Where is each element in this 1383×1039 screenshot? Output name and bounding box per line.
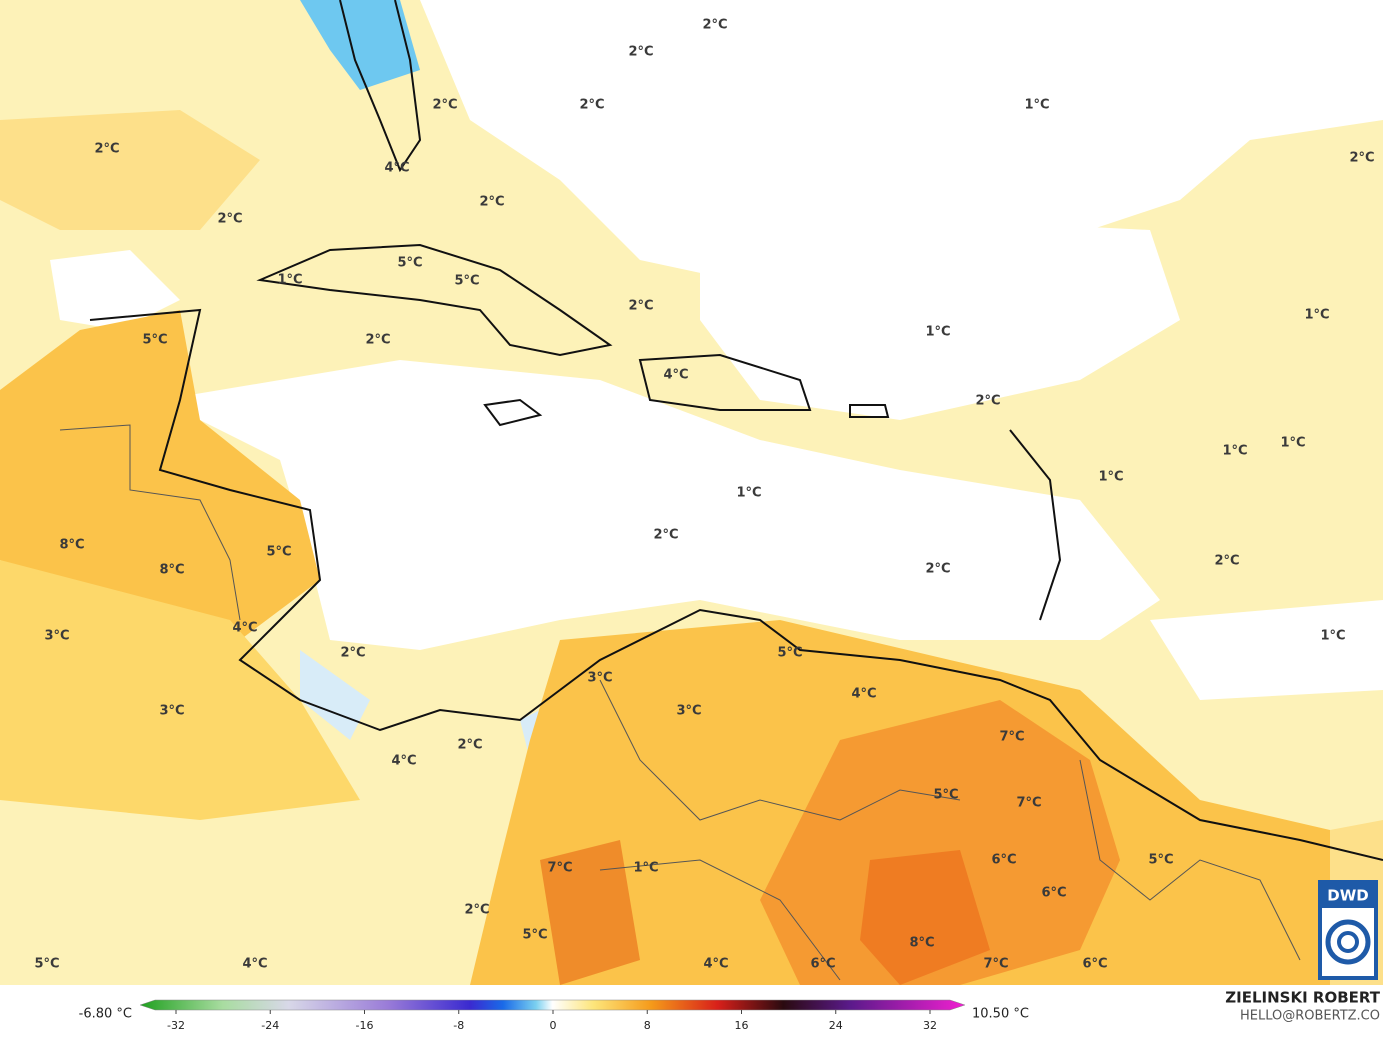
temperature-label: 4°C: [851, 687, 876, 702]
temperature-label: 5°C: [777, 646, 802, 661]
temperature-label: 2°C: [340, 646, 365, 661]
temperature-label: 8°C: [59, 538, 84, 553]
temperature-label: 2°C: [975, 394, 1000, 409]
temperature-label: 5°C: [266, 545, 291, 560]
colorbar: [139, 999, 966, 1011]
temperature-label: 5°C: [142, 333, 167, 348]
temperature-label: 1°C: [736, 486, 761, 501]
map-labels: 2°C 2°C 2°C 2°C 1°C 2°C 4°C 2°C 2°C 2°C 5°C 1°C 5°C 2…: [34, 18, 1374, 972]
temperature-label: 2°C: [217, 212, 242, 227]
temperature-label: 2°C: [94, 142, 119, 157]
contact: HELLO@ROBERTZ.CO: [1240, 1009, 1380, 1024]
temperature-label: 2°C: [653, 528, 678, 543]
temperature-label: 7°C: [999, 730, 1024, 745]
temperature-label: 5°C: [933, 788, 958, 803]
temperature-label: 3°C: [159, 704, 184, 719]
temperature-label: 8°C: [159, 563, 184, 578]
temperature-label: 1°C: [633, 861, 658, 876]
colorbar-tick-label: -8: [453, 1019, 464, 1032]
temperature-label: 2°C: [579, 98, 604, 113]
temperature-label: 3°C: [587, 671, 612, 686]
temperature-label: 7°C: [1016, 796, 1041, 811]
temperature-label: 4°C: [232, 621, 257, 636]
neutral-zones: [50, 0, 1383, 700]
temperature-label: 6°C: [1041, 886, 1066, 901]
logo-swirl: [1325, 919, 1371, 965]
author: ZIELINSKI ROBERT: [1225, 989, 1380, 1007]
temperature-label: 5°C: [522, 928, 547, 943]
temperature-label: 5°C: [397, 256, 422, 271]
temperature-label: 4°C: [663, 368, 688, 383]
colorbar-ticks: -32 -24 -16 -8 0 8 16 24 32: [167, 1010, 937, 1032]
temperature-label: 1°C: [1280, 436, 1305, 451]
temperature-label: 1°C: [1222, 444, 1247, 459]
temperature-label: 2°C: [628, 45, 653, 60]
colorbar-min-label: -6.80 °C: [79, 1007, 132, 1022]
temperature-label: 1°C: [1320, 629, 1345, 644]
colorbar-tick-label: 32: [923, 1019, 937, 1032]
dwd-logo: DWD: [1318, 880, 1378, 980]
logo-swirl: [1337, 931, 1359, 953]
temperature-label: 6°C: [991, 853, 1016, 868]
temperature-label: 3°C: [44, 629, 69, 644]
temperature-label: 5°C: [34, 957, 59, 972]
temperature-label: 2°C: [1349, 151, 1374, 166]
temperature-label: 2°C: [365, 333, 390, 348]
temperature-label: 2°C: [925, 562, 950, 577]
temperature-label: 2°C: [479, 195, 504, 210]
colorbar-tick-label: 24: [829, 1019, 843, 1032]
temperature-label: 4°C: [391, 754, 416, 769]
colorbar-tick-label: 0: [550, 1019, 557, 1032]
temperature-label: 5°C: [454, 274, 479, 289]
temperature-label: 1°C: [925, 325, 950, 340]
temperature-label: 1°C: [1304, 308, 1329, 323]
temperature-label: 2°C: [432, 98, 457, 113]
temperature-label: 6°C: [810, 957, 835, 972]
temperature-label: 6°C: [1082, 957, 1107, 972]
temperature-label: 1°C: [277, 273, 302, 288]
colorbar-tick-label: -24: [261, 1019, 279, 1032]
temperature-label: 2°C: [628, 299, 653, 314]
borders: [59, 424, 1301, 981]
coastlines: [89, 0, 1383, 861]
temperature-label: 4°C: [703, 957, 728, 972]
colorbar-tick-label: -32: [167, 1019, 185, 1032]
temperature-label: 2°C: [702, 18, 727, 33]
temperature-label: 2°C: [457, 738, 482, 753]
temperature-label: 2°C: [464, 903, 489, 918]
temperature-label: 7°C: [983, 957, 1008, 972]
temperature-label: 1°C: [1024, 98, 1049, 113]
colorbar-tick-label: 8: [644, 1019, 651, 1032]
logo-panel: [1322, 908, 1374, 976]
logo-text: DWD: [1327, 887, 1368, 905]
colorbar-max-label: 10.50 °C: [972, 1007, 1029, 1022]
colorbar-tick-label: 16: [735, 1019, 749, 1032]
temperature-label: 5°C: [1148, 853, 1173, 868]
temperature-label: 3°C: [676, 704, 701, 719]
temperature-label: 8°C: [909, 936, 934, 951]
temperature-label: 1°C: [1098, 470, 1123, 485]
temperature-label: 2°C: [1214, 554, 1239, 569]
colorbar-tick-label: -16: [356, 1019, 374, 1032]
temperature-label: 7°C: [547, 861, 572, 876]
temperature-label: 4°C: [242, 957, 267, 972]
warm-zones: [0, 110, 1383, 985]
temperature-label: 4°C: [384, 161, 409, 176]
